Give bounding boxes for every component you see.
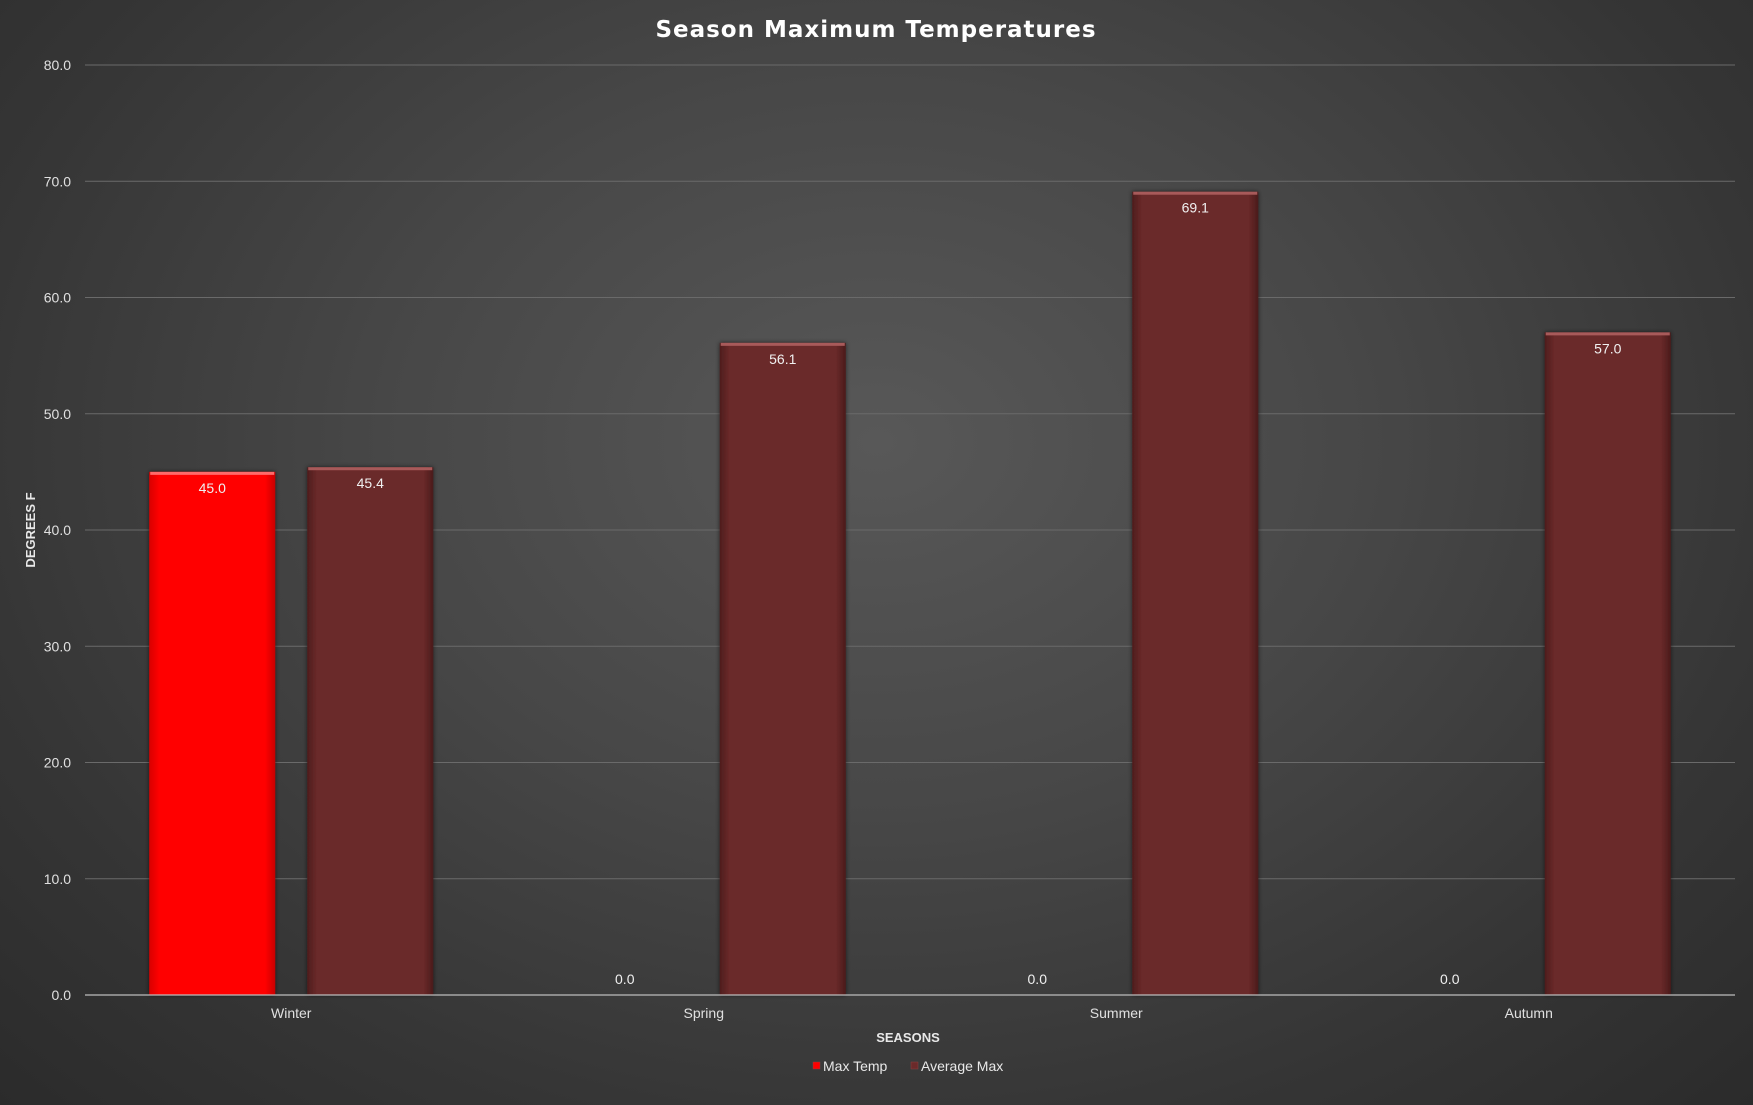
x-axis-title: SEASONS: [876, 1030, 940, 1045]
y-tick-label: 30.0: [44, 638, 71, 654]
legend-label-max-temp: Max Temp: [823, 1058, 888, 1074]
data-label-average-max-summer: 69.1: [1182, 200, 1209, 216]
data-label-max-temp-spring: 0.0: [615, 971, 635, 987]
y-tick-label: 60.0: [44, 290, 71, 306]
bars: [149, 191, 1671, 996]
bar-cap-max-temp-winter: [150, 471, 275, 475]
data-label-average-max-autumn: 57.0: [1594, 340, 1621, 356]
data-label-max-temp-autumn: 0.0: [1440, 971, 1460, 987]
bar-average-max-winter: [307, 467, 434, 996]
x-axis-categories: Winter Spring Summer Autumn: [271, 1005, 1553, 1021]
y-tick-label: 80.0: [44, 57, 71, 73]
y-tick-label: 40.0: [44, 522, 71, 538]
y-tick-label: 70.0: [44, 173, 71, 189]
bar-average-max-summer: [1132, 191, 1259, 995]
bar-cap-average-max-summer: [1133, 191, 1258, 195]
data-labels: 45.0 45.4 0.0 56.1 0.0 69.1 0.0 57.0: [199, 200, 1622, 987]
data-label-average-max-spring: 56.1: [769, 351, 796, 367]
data-label-max-temp-winter: 45.0: [199, 480, 226, 496]
y-axis-title: DEGREES F: [23, 492, 38, 567]
bar-average-max-spring: [719, 342, 846, 995]
legend: Max Temp Average Max: [812, 1058, 1003, 1074]
y-axis-ticks: 0.0 10.0 20.0 30.0 40.0 50.0 60.0 70.0 80.0: [44, 57, 71, 1003]
x-category-label: Summer: [1090, 1005, 1143, 1021]
bar-average-max-autumn: [1544, 332, 1671, 995]
bar-cap-average-max-winter: [308, 467, 433, 471]
legend-swatch-max-temp: [812, 1061, 821, 1070]
x-category-label: Winter: [271, 1005, 312, 1021]
chart-title: Season Maximum Temperatures: [655, 17, 1096, 43]
legend-swatch-average-max: [910, 1061, 919, 1070]
legend-label-average-max: Average Max: [921, 1058, 1003, 1074]
data-label-average-max-winter: 45.4: [357, 475, 384, 491]
bar-cap-average-max-autumn: [1545, 332, 1670, 336]
y-tick-label: 20.0: [44, 755, 71, 771]
bar-cap-average-max-spring: [720, 342, 845, 346]
y-tick-label: 0.0: [52, 987, 72, 1003]
y-tick-label: 10.0: [44, 871, 71, 887]
data-label-max-temp-summer: 0.0: [1028, 971, 1048, 987]
x-category-label: Autumn: [1505, 1005, 1553, 1021]
x-category-label: Spring: [684, 1005, 724, 1021]
bar-max-temp-winter: [149, 471, 276, 995]
y-tick-label: 50.0: [44, 406, 71, 422]
